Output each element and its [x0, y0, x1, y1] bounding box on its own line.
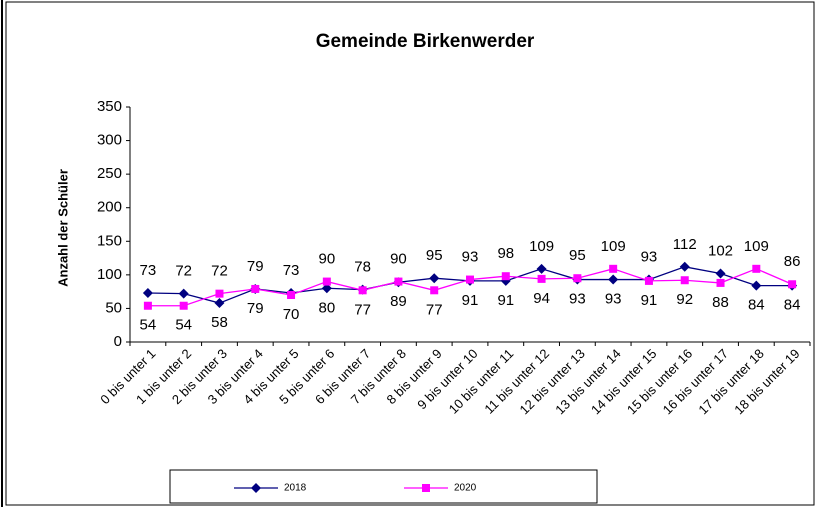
- data-label: 86: [784, 253, 801, 270]
- data-label: 84: [784, 297, 801, 314]
- point: [716, 278, 725, 287]
- point: [215, 289, 224, 298]
- point: [751, 280, 762, 291]
- point: [536, 263, 547, 274]
- y-axis-label: Anzahl der Schüler: [55, 169, 70, 287]
- point: [608, 274, 619, 285]
- point: [788, 280, 797, 289]
- point: [287, 291, 296, 299]
- point: [466, 275, 474, 284]
- data-label: 91: [497, 292, 514, 309]
- data-label: 109: [529, 238, 554, 255]
- data-label: 93: [605, 291, 622, 308]
- point: [178, 288, 189, 299]
- point: [609, 264, 618, 273]
- legend-marker: [422, 484, 430, 492]
- data-label: 93: [569, 291, 586, 308]
- chart-title: Gemeinde Birkenwerder: [316, 31, 535, 52]
- data-label: 73: [283, 262, 300, 279]
- data-label: 54: [175, 317, 192, 334]
- y-tick-label: 100: [97, 266, 122, 283]
- y-tick-label: 0: [114, 333, 122, 350]
- legend-label: 2018: [284, 483, 307, 494]
- y-tick-label: 50: [105, 299, 122, 316]
- y-tick-label: 350: [97, 98, 122, 115]
- legend-label: 2020: [454, 483, 477, 494]
- legend-box: [169, 469, 598, 504]
- point: [715, 268, 726, 279]
- data-label: 91: [462, 292, 479, 309]
- y-tick-label: 200: [97, 199, 122, 216]
- point: [537, 274, 546, 283]
- data-label: 109: [744, 238, 769, 255]
- point: [321, 283, 332, 294]
- point: [680, 276, 689, 285]
- point: [322, 277, 331, 286]
- data-label: 95: [426, 247, 443, 264]
- y-tick-label: 300: [97, 132, 122, 149]
- data-label: 90: [390, 251, 407, 268]
- data-label: 93: [641, 249, 658, 266]
- data-label: 89: [390, 293, 407, 310]
- data-label: 54: [140, 317, 157, 334]
- data-label: 84: [748, 297, 765, 314]
- point: [142, 287, 153, 298]
- point: [429, 273, 440, 284]
- data-label: 98: [497, 245, 514, 262]
- point: [644, 276, 653, 285]
- point: [679, 261, 690, 272]
- point: [214, 298, 225, 309]
- y-tick-label: 150: [97, 232, 122, 249]
- data-label: 77: [426, 301, 443, 318]
- data-label: 73: [140, 262, 157, 279]
- point: [394, 277, 403, 286]
- data-label: 72: [175, 263, 192, 280]
- legend-marker: [251, 483, 261, 493]
- data-label: 78: [354, 259, 371, 276]
- data-label: 112: [673, 236, 697, 253]
- point: [501, 272, 510, 281]
- point: [179, 301, 188, 310]
- point: [752, 264, 761, 273]
- data-label: 91: [641, 292, 658, 309]
- data-label: 102: [708, 242, 733, 259]
- data-label: 109: [601, 238, 626, 255]
- data-label: 72: [211, 263, 228, 280]
- data-label: 58: [211, 314, 228, 331]
- point: [573, 274, 582, 283]
- data-label: 90: [318, 251, 335, 268]
- data-label: 88: [712, 294, 729, 311]
- point: [251, 284, 260, 293]
- data-label: 93: [462, 249, 479, 266]
- data-label: 94: [533, 290, 550, 307]
- data-label: 70: [283, 306, 300, 323]
- data-label: 77: [354, 301, 371, 318]
- point: [143, 301, 152, 310]
- data-label: 79: [247, 300, 264, 317]
- y-tick-label: 250: [97, 165, 122, 182]
- data-label: 79: [247, 258, 264, 275]
- point: [430, 286, 439, 295]
- data-label: 95: [569, 247, 586, 264]
- data-label: 92: [676, 291, 693, 308]
- data-label: 80: [318, 299, 335, 316]
- chart-frame: [5, 1, 815, 506]
- point: [358, 286, 367, 295]
